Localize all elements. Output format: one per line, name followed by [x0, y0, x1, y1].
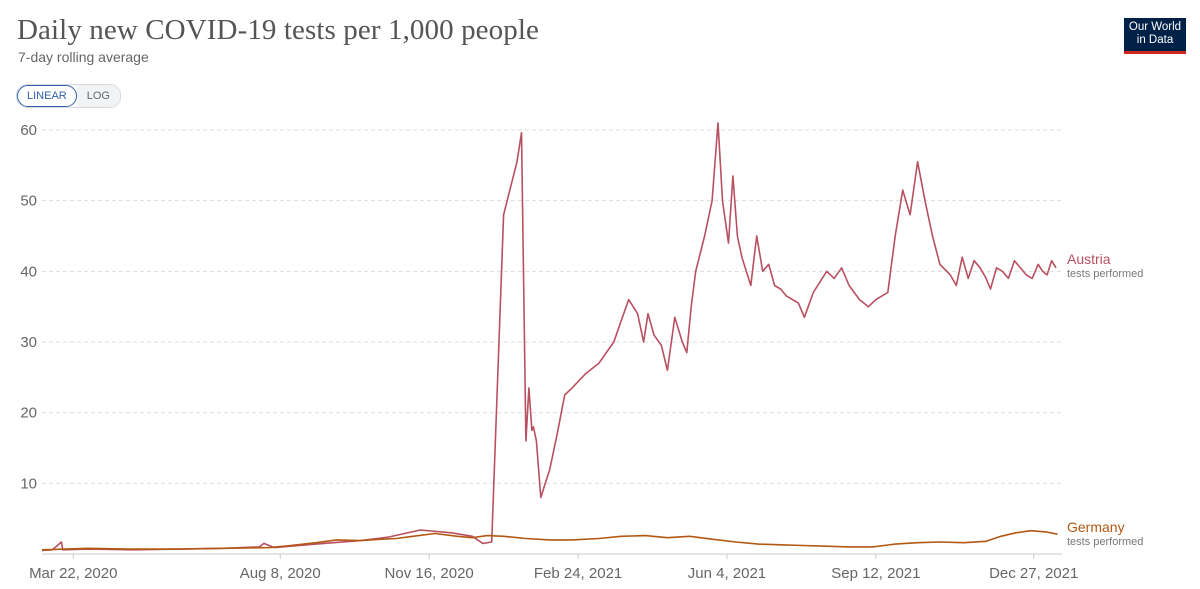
x-tick-label: Dec 27, 2021 [989, 565, 1078, 582]
logo-line2: in Data [1136, 34, 1174, 46]
austria-line [41, 122, 1057, 552]
series-group [41, 122, 1058, 552]
x-axis: Mar 22, 2020 Aug 8, 2020 Nov 16, 2020 Feb 2… [29, 554, 1078, 582]
x-tick-label: Jun 4, 2021 [688, 565, 766, 582]
germany-line [41, 529, 1058, 551]
x-tick-label: Sep 12, 2021 [831, 565, 920, 582]
scale-toggle: LINEAR LOG [16, 84, 121, 108]
x-tick-label: Feb 24, 2021 [534, 565, 622, 582]
austria-series-label: Austria [1067, 251, 1111, 267]
x-tick-label: Nov 16, 2020 [385, 565, 474, 582]
chart-title: Daily new COVID-19 tests per 1,000 peopl… [17, 14, 539, 46]
linear-scale-button[interactable]: LINEAR [17, 85, 77, 107]
logo-line1: Our World [1128, 21, 1182, 33]
x-tick-label: Mar 22, 2020 [29, 565, 117, 582]
log-scale-button[interactable]: LOG [76, 85, 120, 107]
germany-series-sublabel: tests performed [1067, 536, 1143, 548]
germany-series-label: Germany [1067, 519, 1125, 535]
x-tick-label: Aug 8, 2020 [240, 565, 321, 582]
y-tick-label: 40 [20, 263, 37, 280]
owid-logo[interactable]: Our World in Data [1124, 18, 1186, 54]
y-tick-label: 30 [20, 334, 37, 351]
y-tick-label: 60 [20, 122, 37, 139]
austria-series-sublabel: tests performed [1067, 268, 1143, 280]
chart-subtitle: 7-day rolling average [18, 49, 149, 65]
y-axis: 10 20 30 40 50 60 [20, 122, 37, 492]
y-tick-label: 20 [20, 405, 37, 422]
y-tick-label: 50 [20, 193, 37, 210]
grid-lines [42, 129, 1062, 555]
y-tick-label: 10 [20, 475, 37, 492]
